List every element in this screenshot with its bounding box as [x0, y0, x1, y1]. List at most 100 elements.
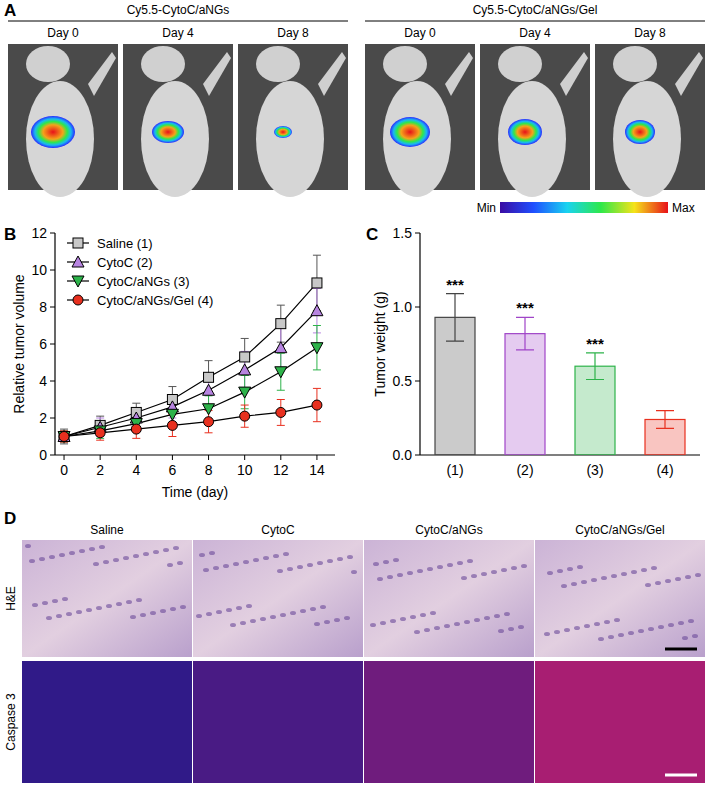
nucleus: [638, 629, 644, 633]
nucleus: [86, 608, 92, 612]
nucleus: [250, 619, 256, 623]
scale-bar: [665, 648, 697, 651]
nucleus: [49, 555, 55, 559]
colorbar-label: Max: [672, 201, 695, 215]
series-line: [64, 283, 317, 437]
nucleus: [287, 567, 293, 571]
y-tick-label: 1.5: [393, 225, 413, 241]
nucleus: [611, 574, 617, 578]
nucleus: [594, 622, 600, 626]
nucleus: [581, 580, 587, 584]
legend-entry: Saline (1): [97, 236, 153, 251]
error-bar: [60, 431, 68, 442]
y-tick-label: 6: [39, 336, 47, 352]
nucleus: [608, 635, 614, 639]
fluorescence-signal: [508, 119, 542, 145]
nucleus: [658, 625, 664, 629]
mouse-body: [613, 81, 681, 197]
data-point: [131, 424, 141, 434]
nucleus: [484, 616, 490, 620]
row-label: Caspase 3: [4, 693, 18, 751]
group-title: Cy5.5-CytoC/aNGs: [127, 3, 230, 17]
nucleus: [383, 560, 389, 564]
nucleus: [508, 627, 514, 631]
x-tick-label: 14: [309, 462, 325, 478]
data-point: [240, 411, 250, 421]
nucleus: [273, 554, 279, 558]
nucleus: [397, 573, 403, 577]
nucleus: [447, 563, 453, 567]
nucleus: [410, 615, 416, 619]
legend-marker: [72, 256, 84, 267]
nucleus: [685, 575, 691, 579]
nucleus: [645, 583, 651, 587]
nucleus: [424, 628, 430, 632]
data-point: [203, 404, 215, 415]
nucleus: [695, 573, 701, 577]
nucleus: [557, 569, 563, 573]
nucleus: [243, 560, 249, 564]
data-point: [240, 352, 250, 362]
fluorescence-image: [193, 661, 363, 783]
nucleus: [196, 614, 202, 618]
nucleus: [474, 618, 480, 622]
nucleus: [79, 549, 85, 553]
y-tick: [415, 381, 420, 382]
significance: ***: [516, 299, 534, 316]
nucleus: [621, 572, 627, 576]
data-point: [239, 364, 251, 375]
error-bar: [586, 353, 604, 380]
significance: ***: [446, 276, 464, 293]
nucleus: [547, 571, 553, 575]
nucleus: [614, 618, 620, 622]
nucleus: [665, 579, 671, 583]
x-tick-label: 6: [169, 462, 177, 478]
nucleus: [688, 619, 694, 623]
nucleus: [471, 574, 477, 578]
error-bar: [60, 431, 68, 442]
nucleus: [96, 606, 102, 610]
y-tick: [50, 270, 55, 271]
nucleus: [518, 625, 524, 629]
nucleus: [280, 613, 286, 617]
histology-image: [22, 540, 192, 657]
nucleus: [140, 613, 146, 617]
nucleus: [69, 551, 75, 555]
data-point: [312, 400, 322, 410]
mouse-head: [256, 46, 300, 82]
nucleus: [692, 634, 698, 638]
nucleus: [481, 572, 487, 576]
nucleus: [46, 616, 52, 620]
nucleus: [62, 597, 68, 601]
nucleus: [407, 571, 413, 575]
day-label: Day 8: [634, 26, 666, 40]
nucleus: [511, 566, 517, 570]
nucleus: [150, 611, 156, 615]
nucleus: [417, 569, 423, 573]
nucleus: [93, 562, 99, 566]
nucleus: [136, 598, 142, 602]
data-point: [239, 387, 251, 398]
nucleus: [177, 561, 183, 565]
fluorescence-signal: [274, 126, 292, 138]
mouse-leg: [203, 52, 231, 96]
nucleus: [76, 610, 82, 614]
mouse-body: [498, 81, 566, 197]
fluorescence-image: [364, 661, 534, 783]
nucleus: [59, 553, 65, 557]
x-tick-label: (4): [656, 462, 673, 478]
nucleus: [263, 556, 269, 560]
nucleus: [223, 564, 229, 568]
nucleus: [42, 601, 48, 605]
x-tick: [208, 455, 209, 460]
y-tick: [50, 455, 55, 456]
data-point: [311, 343, 323, 354]
nucleus: [230, 623, 236, 627]
nucleus: [66, 612, 72, 616]
group-rule: [365, 21, 705, 22]
nucleus: [467, 559, 473, 563]
nucleus: [327, 559, 333, 563]
error-bar: [516, 317, 534, 350]
fluorescence-signal: [390, 117, 430, 147]
x-tick: [280, 455, 281, 460]
